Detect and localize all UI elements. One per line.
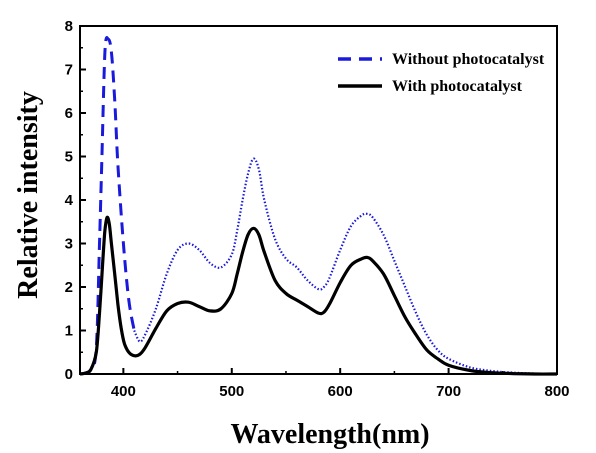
legend-label-without-photocatalyst: Without photocatalyst [392, 51, 545, 68]
y-tick-label: 4 [65, 192, 74, 209]
x-tick-label: 400 [111, 383, 136, 400]
y-tick-label: 8 [65, 18, 73, 35]
x-tick-label: 800 [544, 383, 569, 400]
y-axis-ticks: 0 1 2 3 4 5 6 7 8 [65, 18, 86, 383]
y-tick-label: 3 [65, 236, 73, 253]
y-tick-label: 1 [65, 323, 73, 340]
y-tick-label: 0 [65, 366, 73, 383]
y-tick-label: 7 [65, 62, 73, 79]
x-tick-label: 600 [328, 383, 353, 400]
legend-label-with-photocatalyst: With photocatalyst [392, 78, 523, 95]
y-axis-title: Relative intensity [13, 91, 44, 299]
series-without-photocatalyst-peak [79, 36, 136, 376]
legend: Without photocatalyst With photocatalyst [338, 51, 545, 95]
x-tick-label: 500 [219, 383, 244, 400]
y-tick-label: 5 [65, 149, 73, 166]
series-without-photocatalyst [133, 157, 558, 376]
y-tick-label: 2 [65, 279, 73, 296]
x-tick-label: 700 [436, 383, 461, 400]
x-axis-ticks: 400 500 600 700 800 [111, 368, 570, 400]
series-layer [79, 36, 558, 376]
x-axis-title: Wavelength(nm) [230, 419, 429, 450]
plot-frame [79, 25, 558, 375]
y-tick-label: 6 [65, 105, 73, 122]
series-with-photocatalyst [79, 215, 558, 376]
